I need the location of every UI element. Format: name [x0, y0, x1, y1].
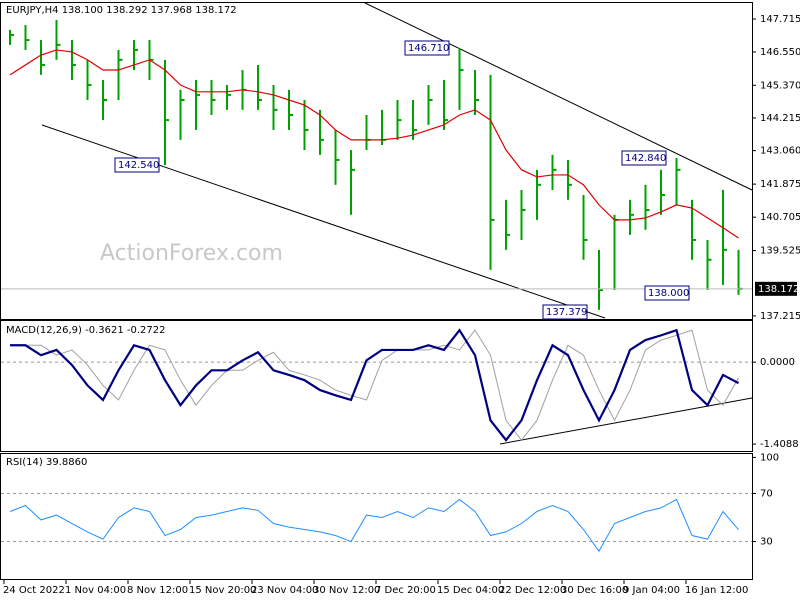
- y-tick-label: -1.4088: [760, 439, 799, 450]
- current-price-tag: [755, 281, 797, 296]
- annotation: 137.379: [546, 307, 587, 318]
- x-tick-label: 8 Nov 12:00: [127, 585, 188, 596]
- rsi-pane: [0, 453, 753, 580]
- annotation: 138.000: [648, 288, 689, 299]
- y-tick-label: 141.875: [760, 179, 800, 190]
- x-tick-label: 15 Dec 04:00: [437, 585, 504, 596]
- annotation: 142.540: [118, 160, 159, 171]
- x-tick-label: 22 Dec 12:00: [499, 585, 566, 596]
- price-title: EURJPY,H4 138.100 138.292 137.968 138.17…: [6, 5, 237, 16]
- rsi-title: RSI(14) 39.8860: [6, 457, 87, 468]
- x-tick-label: 23 Nov 04:00: [251, 585, 318, 596]
- annotation-box: [114, 157, 160, 173]
- y-tick-label: 146.550: [760, 47, 800, 58]
- moving-average: [9, 49, 739, 239]
- signal-line: [10, 329, 739, 441]
- annotation-box: [644, 285, 690, 301]
- annotation-box: [542, 304, 588, 320]
- annotation: 142.840: [625, 153, 666, 164]
- y-tick-label: 100: [760, 452, 779, 463]
- x-tick-label: 7 Dec 20:00: [375, 585, 436, 596]
- y-tick-label: 137.215: [760, 311, 800, 322]
- macd-title: MACD(12,26,9) -0.3621 -0.2722: [6, 325, 166, 336]
- y-tick-label: 30: [760, 537, 773, 548]
- channel-lower: [41, 124, 606, 319]
- x-tick-label: 15 Nov 20:00: [189, 585, 256, 596]
- macd-pane: [0, 320, 753, 452]
- x-tick-label: 9 Jan 04:00: [623, 585, 680, 596]
- price-pane: [0, 2, 753, 320]
- macd-support: [499, 397, 753, 445]
- y-tick-label: 143.060: [760, 146, 800, 157]
- x-tick-label: 1 Nov 04:00: [65, 585, 126, 596]
- y-tick-label: 0.0000: [760, 357, 795, 368]
- y-tick-label: 139.525: [760, 246, 800, 257]
- watermark: ActionForex.com: [100, 241, 283, 266]
- y-tick-label: 70: [760, 488, 773, 499]
- macd-line: [10, 328, 740, 442]
- y-tick-label: 147.715: [760, 14, 800, 25]
- annotation-box: [404, 40, 450, 56]
- current-price-label: 138.172: [758, 284, 799, 295]
- rsi-line: [9, 498, 739, 553]
- annotation-box: [621, 150, 667, 166]
- x-tick-label: 30 Dec 16:00: [561, 585, 628, 596]
- x-tick-label: 24 Oct 2022: [3, 585, 65, 596]
- annotation: 146.710: [408, 43, 449, 54]
- x-tick-label: 16 Jan 12:00: [685, 585, 748, 596]
- y-tick-label: 145.370: [760, 80, 800, 91]
- y-tick-label: 144.215: [760, 113, 800, 124]
- x-tick-label: 30 Nov 12:00: [313, 585, 380, 596]
- channel-upper: [364, 2, 753, 191]
- y-tick-label: 140.705: [760, 212, 800, 223]
